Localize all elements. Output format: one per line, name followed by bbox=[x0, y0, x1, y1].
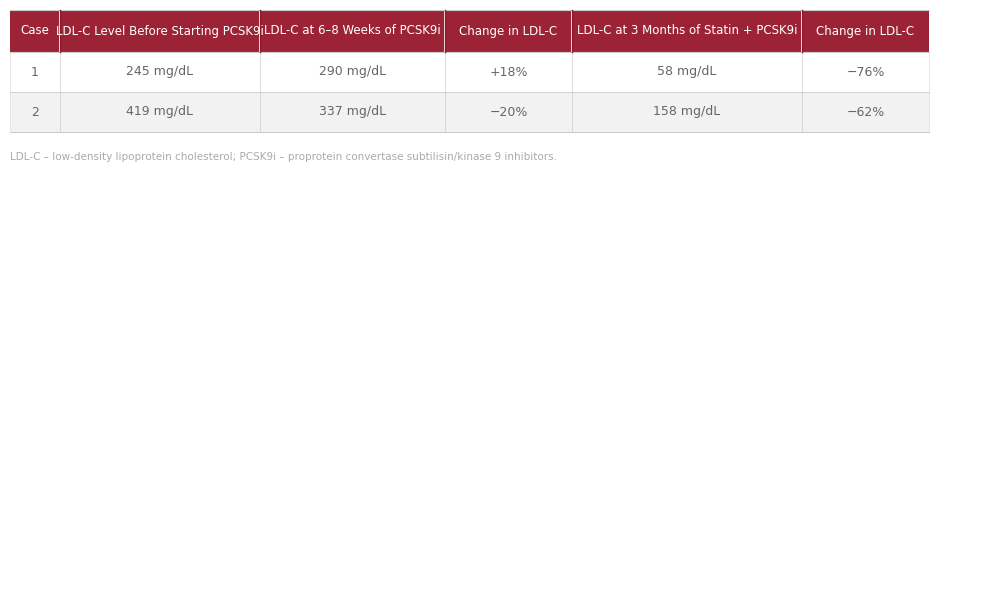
Text: LDL-C at 6–8 Weeks of PCSK9i: LDL-C at 6–8 Weeks of PCSK9i bbox=[264, 25, 441, 37]
Text: 419 mg/dL: 419 mg/dL bbox=[126, 106, 194, 118]
Text: +18%: +18% bbox=[489, 65, 528, 79]
Bar bbox=[10, 92, 929, 132]
Text: 245 mg/dL: 245 mg/dL bbox=[126, 65, 194, 79]
Text: −62%: −62% bbox=[846, 106, 885, 118]
Text: LDL-C – low-density lipoprotein cholesterol; PCSK9i – proprotein convertase subt: LDL-C – low-density lipoprotein choleste… bbox=[10, 152, 557, 162]
Text: −20%: −20% bbox=[489, 106, 528, 118]
Text: 58 mg/dL: 58 mg/dL bbox=[657, 65, 717, 79]
Text: LDL-C Level Before Starting PCSK9i: LDL-C Level Before Starting PCSK9i bbox=[56, 25, 264, 37]
Text: −76%: −76% bbox=[846, 65, 885, 79]
Text: 158 mg/dL: 158 mg/dL bbox=[653, 106, 721, 118]
Bar bbox=[10, 52, 929, 92]
Text: 337 mg/dL: 337 mg/dL bbox=[319, 106, 386, 118]
Bar bbox=[60, 10, 259, 52]
Text: 290 mg/dL: 290 mg/dL bbox=[319, 65, 386, 79]
Bar bbox=[10, 10, 59, 52]
Text: LDL-C at 3 Months of Statin + PCSK9i: LDL-C at 3 Months of Statin + PCSK9i bbox=[577, 25, 797, 37]
Bar bbox=[802, 10, 929, 52]
Text: Change in LDL-C: Change in LDL-C bbox=[816, 25, 915, 37]
Text: 1: 1 bbox=[31, 65, 39, 79]
Text: Case: Case bbox=[21, 25, 49, 37]
Text: Change in LDL-C: Change in LDL-C bbox=[459, 25, 558, 37]
Bar bbox=[572, 10, 801, 52]
Bar bbox=[260, 10, 444, 52]
Text: 2: 2 bbox=[31, 106, 39, 118]
Bar bbox=[445, 10, 571, 52]
